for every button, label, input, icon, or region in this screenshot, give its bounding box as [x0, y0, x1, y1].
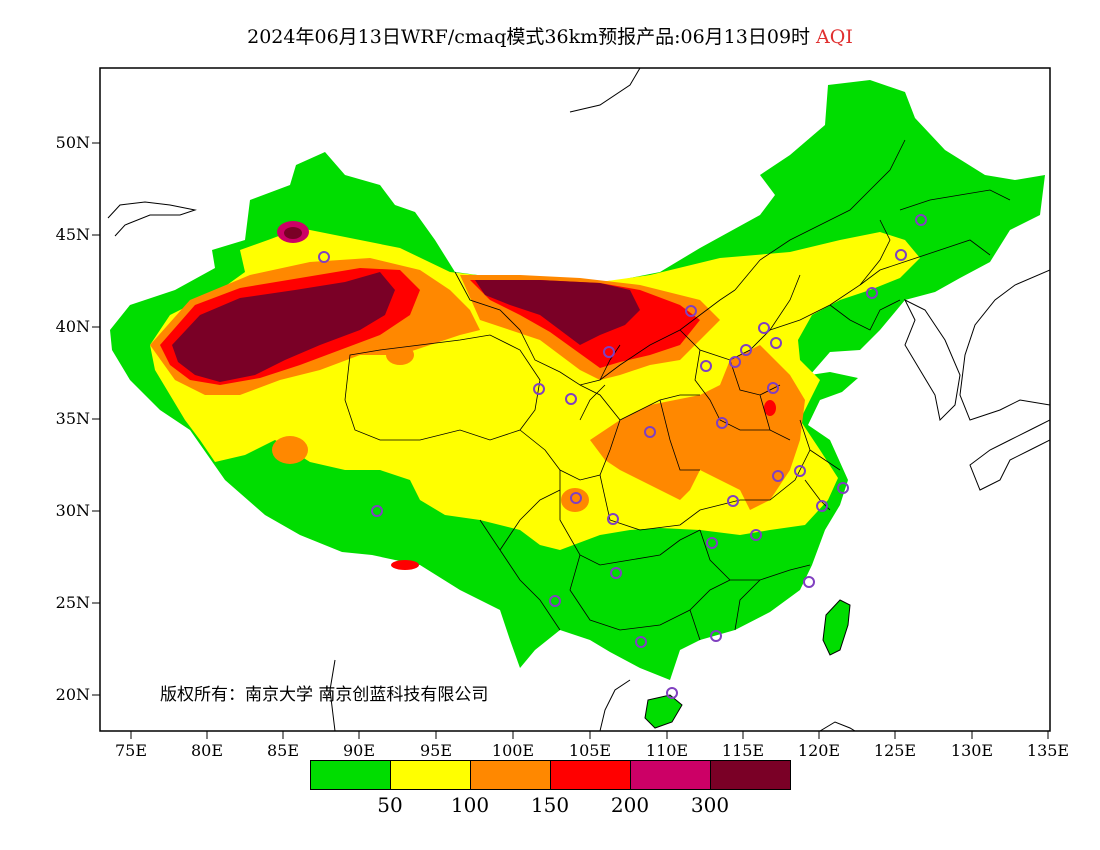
station-marker	[750, 529, 762, 541]
station-marker	[866, 287, 878, 299]
coastline-russia-north	[107, 68, 641, 237]
station-marker	[706, 537, 718, 549]
colorbar-label: 200	[610, 793, 650, 817]
map-content	[107, 68, 1050, 731]
colorbar-swatch-4	[550, 760, 631, 790]
title-variable: AQI	[816, 26, 853, 48]
station-marker	[895, 249, 907, 261]
lat-label: 35N	[55, 409, 90, 428]
coastline-indochina	[329, 659, 856, 731]
lon-label: 90E	[342, 741, 376, 760]
lon-label: 75E	[114, 741, 148, 760]
region-orange-east	[590, 345, 805, 510]
region-maroon-spot	[284, 227, 302, 239]
station-marker	[318, 251, 330, 263]
colorbar-swatch-3	[470, 760, 551, 790]
station-marker	[685, 305, 697, 317]
station-marker	[915, 214, 927, 226]
station-marker	[758, 322, 770, 334]
colorbar-swatch-1	[310, 760, 391, 790]
region-red-spot-east	[764, 400, 776, 416]
station-marker	[371, 505, 383, 517]
region-maroon-north	[475, 280, 640, 345]
region-orange-spot-2	[386, 345, 414, 365]
map-title: 2024年06月13日WRF/cmaq模式36km预报产品:06月13日09时 A…	[0, 22, 1100, 49]
coastline-taiwan	[822, 599, 851, 656]
station-marker	[549, 595, 561, 607]
lon-label: 95E	[419, 741, 453, 760]
station-marker	[816, 500, 828, 512]
colorbar-swatch-2	[390, 760, 471, 790]
station-marker	[727, 495, 739, 507]
station-marker	[565, 393, 577, 405]
lon-label: 120E	[797, 741, 841, 760]
station-marker	[716, 417, 728, 429]
province-boundaries	[344, 139, 1011, 641]
lon-label: 80E	[190, 741, 224, 760]
colorbar-label: 150	[530, 793, 570, 817]
region-maroon-northwest	[172, 272, 395, 382]
lat-label: 30N	[55, 501, 90, 520]
station-marker	[700, 360, 712, 372]
station-marker	[770, 337, 782, 349]
lon-label: 85E	[266, 741, 300, 760]
lon-label: 135E	[1026, 741, 1070, 760]
lat-label: 40N	[55, 317, 90, 336]
coastline-korea-japan	[903, 269, 1050, 491]
lat-label: 45N	[55, 225, 90, 244]
colorbar-label: 100	[450, 793, 490, 817]
station-marker	[533, 383, 545, 395]
lon-label: 100E	[491, 741, 535, 760]
station-marker	[607, 513, 619, 525]
lat-label: 25N	[55, 593, 90, 612]
colorbar-swatch-5	[630, 760, 711, 790]
lat-ticks	[92, 142, 100, 696]
lon-label: 105E	[568, 741, 612, 760]
city-stations	[318, 214, 927, 699]
region-orange-spot-3	[272, 436, 308, 464]
region-red-spot-south	[391, 560, 419, 570]
lon-ticks	[130, 731, 1049, 739]
lon-label: 110E	[645, 741, 689, 760]
colorbar-label: 300	[690, 793, 730, 817]
station-marker	[740, 344, 752, 356]
title-main: 2024年06月13日WRF/cmaq模式36km预报产品:06月13日09时	[247, 26, 811, 48]
station-marker	[603, 346, 615, 358]
station-marker	[635, 636, 647, 648]
lat-label: 50N	[55, 133, 90, 152]
station-marker	[772, 470, 784, 482]
station-marker	[666, 687, 678, 699]
lon-label: 115E	[721, 741, 765, 760]
colorbar-label: 50	[377, 793, 403, 817]
station-marker	[610, 567, 622, 579]
lon-label: 130E	[950, 741, 994, 760]
station-marker	[767, 382, 779, 394]
colorbar-swatch-6	[710, 760, 791, 790]
station-marker	[570, 492, 582, 504]
station-marker	[837, 482, 849, 494]
coastline-hainan	[644, 694, 683, 729]
station-marker	[803, 576, 815, 588]
lat-label: 20N	[55, 685, 90, 704]
station-marker	[644, 426, 656, 438]
map-frame	[99, 67, 1051, 732]
copyright-text: 版权所有：南京大学 南京创蓝科技有限公司	[160, 685, 489, 705]
station-marker	[794, 465, 806, 477]
region-orange-spot-1	[561, 488, 589, 512]
station-marker	[710, 630, 722, 642]
lon-label: 125E	[873, 741, 917, 760]
station-marker	[729, 356, 741, 368]
